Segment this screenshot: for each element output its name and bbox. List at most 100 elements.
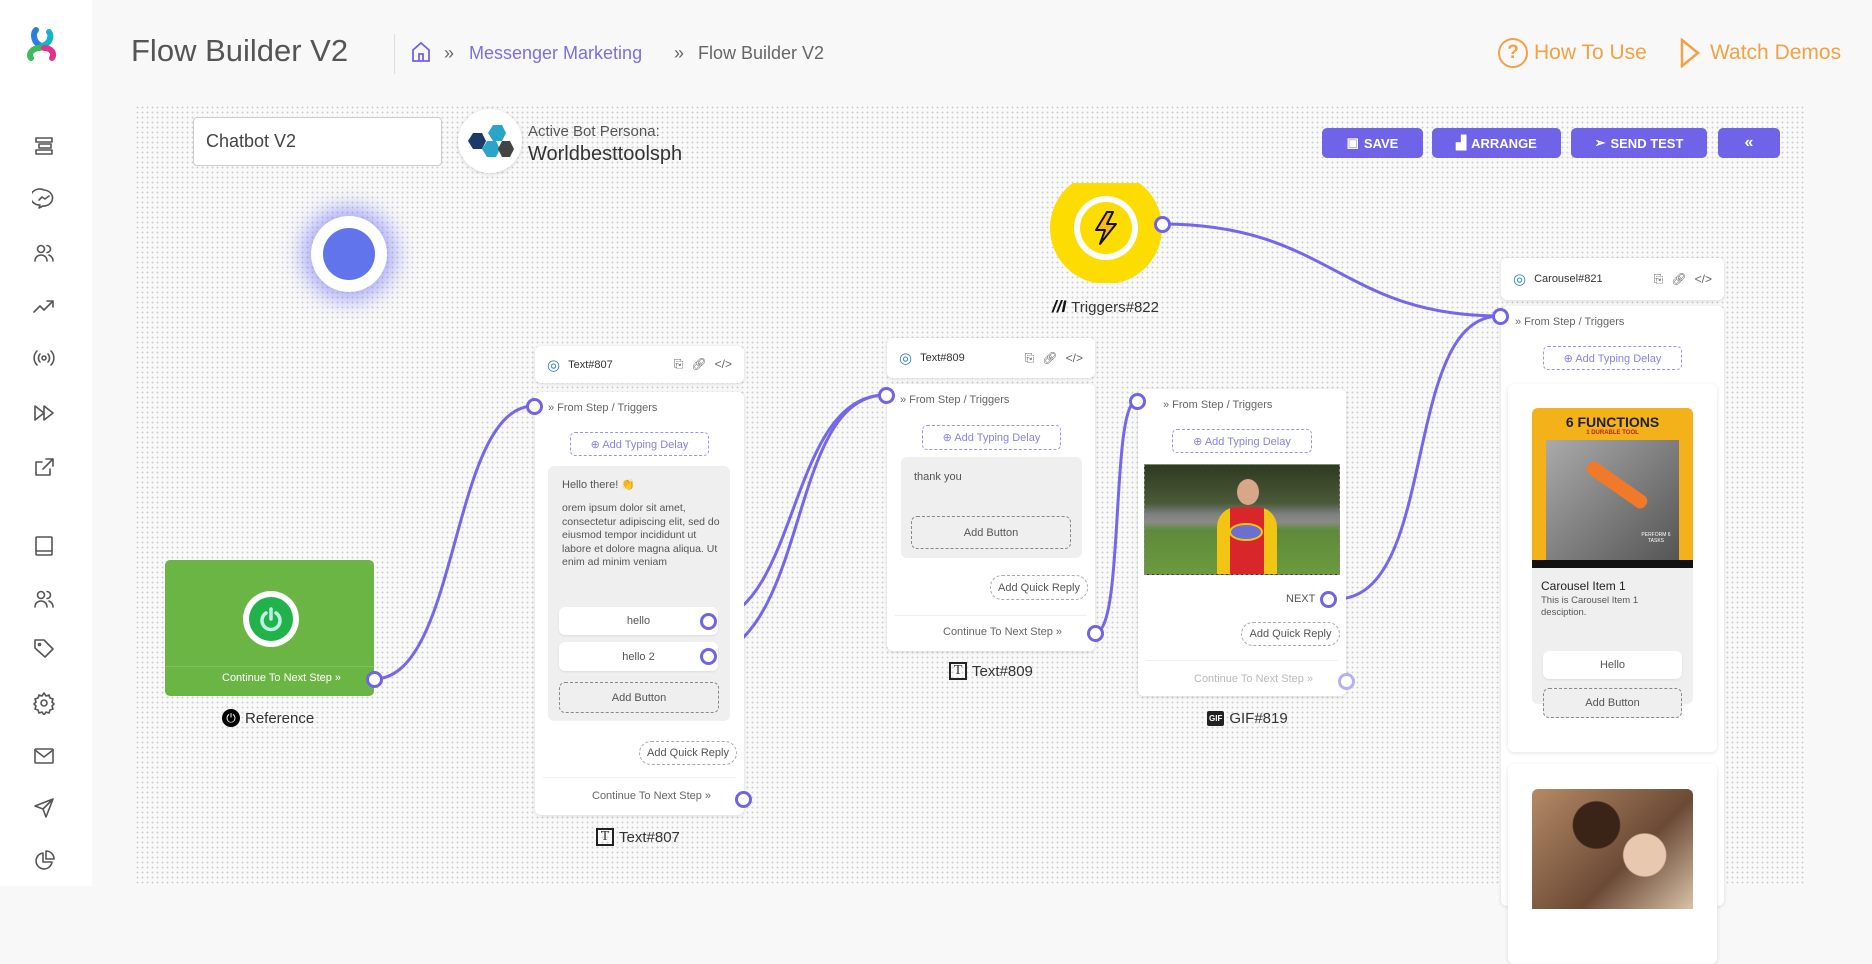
home-icon[interactable] (411, 41, 431, 63)
trigger822-output-connector[interactable] (1154, 216, 1171, 233)
collapse-panel-button[interactable]: « (1718, 128, 1780, 158)
carousel-card-1[interactable]: 6 FUNCTIONS 1 DURABLE TOOL PERFORM 6 TAS… (1508, 384, 1717, 752)
arrange-button[interactable]: ▟ ARRANGE (1432, 128, 1561, 158)
power-icon: ⏻ (222, 709, 240, 727)
reference-node[interactable]: Continue To Next Step » (165, 560, 374, 696)
button-hello-2[interactable]: hello 2 (559, 642, 718, 671)
gif819-output-connector[interactable] (1338, 673, 1355, 690)
save-disk-icon: ▣ (1346, 135, 1359, 150)
subscribers-icon[interactable] (30, 239, 58, 267)
app-logo[interactable] (22, 24, 62, 64)
add-quick-reply-button[interactable]: Add Quick Reply (639, 741, 737, 765)
messenger-icon[interactable] (30, 185, 58, 213)
broadcast-icon[interactable] (30, 344, 58, 372)
add-typing-delay-button[interactable]: ⊕ Add Typing Delay (570, 432, 709, 456)
copy-icon[interactable]: ⎘ (673, 357, 684, 371)
message-bubble[interactable]: Hello there! 👏 orem ipsum dolor sit amet… (548, 466, 730, 721)
breadcrumb-messenger-marketing[interactable]: Messenger Marketing (469, 43, 643, 63)
next-button[interactable]: NEXT (1286, 593, 1316, 605)
persona-label: Active Bot Persona: (528, 123, 660, 140)
gif-type-icon: GIF (1207, 711, 1225, 726)
how-to-use-link[interactable]: ? How To Use (1498, 38, 1647, 68)
reference-output-connector[interactable] (366, 671, 383, 688)
link-icon[interactable]: 🔗︎ (1671, 271, 1687, 286)
text809-output-connector[interactable] (1087, 625, 1104, 642)
code-icon[interactable]: </> (1694, 271, 1712, 286)
carousel-button-hello[interactable]: Hello (1543, 651, 1682, 679)
edge-gif819-next-to-carousel821 (1335, 314, 1501, 601)
messenger-icon: ◎ (899, 350, 913, 367)
power-icon (243, 591, 299, 647)
message-greeting: Hello there! 👏 (562, 479, 636, 491)
text809-node[interactable]: » From Step / Triggers ⊕ Add Typing Dela… (887, 384, 1095, 651)
add-quick-reply-button[interactable]: Add Quick Reply (990, 575, 1088, 600)
add-button[interactable]: Add Button (911, 516, 1071, 549)
breadcrumb-separator: » (674, 43, 685, 63)
sequence-forward-icon[interactable] (30, 399, 58, 427)
email-icon[interactable] (30, 742, 58, 770)
code-icon[interactable]: </> (1065, 350, 1083, 365)
settings-gear-icon[interactable] (30, 689, 58, 717)
tag-icon[interactable] (30, 634, 58, 662)
add-button[interactable]: Add Button (559, 682, 719, 713)
edge-trigger822-to-carousel821 (1161, 222, 1501, 318)
carousel-item-description: This is Carousel Item 1 desciption. (1541, 595, 1639, 618)
link-icon[interactable]: 🔗︎ (1042, 350, 1058, 365)
message-text: thank you (914, 471, 962, 483)
add-typing-delay-button[interactable]: ⊕ Add Typing Delay (1543, 346, 1682, 370)
next-output-connector[interactable] (1320, 591, 1337, 608)
continue-label: Continue To Next Step » (222, 672, 342, 684)
analytics-trend-icon[interactable] (30, 293, 58, 321)
bot-persona-avatar (458, 109, 522, 173)
continue-label: Continue To Next Step » (1194, 673, 1314, 685)
carousel-card-2[interactable] (1508, 764, 1717, 964)
carousel-item[interactable]: 6 FUNCTIONS 1 DURABLE TOOL PERFORM 6 TAS… (1532, 408, 1693, 718)
text807-input-connector[interactable] (526, 398, 543, 415)
text807-header[interactable]: ◎ Text#807 ⎘ 🔗︎ </> (535, 346, 744, 383)
carousel821-input-connector[interactable] (1492, 308, 1509, 325)
flow-name-input[interactable] (193, 117, 442, 166)
carousel821-header[interactable]: ◎ Carousel#821 ⎘ 🔗︎ </> (1501, 258, 1724, 300)
gif819-input-connector[interactable] (1129, 393, 1146, 410)
external-link-icon[interactable] (30, 454, 58, 482)
persona-name: Worldbesttoolsph (528, 143, 683, 165)
text807-output-connector[interactable] (735, 791, 752, 808)
text-type-icon: T (596, 828, 614, 846)
trigger822-node[interactable] (1050, 183, 1162, 283)
send-test-button[interactable]: ➢ SEND TEST (1571, 128, 1707, 158)
link-icon[interactable]: 🔗︎ (691, 357, 707, 371)
team-icon[interactable] (30, 585, 58, 613)
start-node[interactable] (311, 216, 387, 292)
add-quick-reply-button[interactable]: Add Quick Reply (1241, 622, 1340, 646)
gif819-node[interactable]: » From Step / Triggers ⊕ Add Typing Dela… (1138, 389, 1346, 696)
edge-hello2-to-text809 (715, 393, 887, 658)
gif-image[interactable] (1144, 464, 1340, 575)
play-icon (1680, 38, 1700, 68)
hello2-output-connector[interactable] (700, 648, 717, 665)
text809-header[interactable]: ◎ Text#809 ⎘ 🔗︎ </> (887, 338, 1095, 378)
code-icon[interactable]: </> (714, 357, 732, 371)
text807-node[interactable]: » From Step / Triggers ⊕ Add Typing Dela… (535, 392, 744, 815)
copy-icon[interactable]: ⎘ (1653, 271, 1664, 286)
menu-toggle-icon[interactable] (30, 132, 58, 160)
add-typing-delay-button[interactable]: ⊕ Add Typing Delay (922, 425, 1061, 450)
arrange-icon: ▟ (1456, 135, 1467, 150)
add-typing-delay-button[interactable]: ⊕ Add Typing Delay (1172, 429, 1312, 453)
send-icon[interactable] (30, 794, 58, 822)
hello-output-connector[interactable] (700, 613, 717, 630)
continue-label: Continue To Next Step » (943, 626, 1063, 638)
text807-label: T Text#807 (596, 828, 680, 846)
flow-connections (373, 222, 1501, 681)
reports-pie-icon[interactable] (30, 847, 58, 875)
carousel821-node[interactable]: » From Step / Triggers ⊕ Add Typing Dela… (1501, 306, 1724, 964)
page-title: Flow Builder V2 (131, 33, 349, 68)
carousel-item-image (1532, 789, 1693, 909)
watch-demos-link[interactable]: Watch Demos (1680, 38, 1841, 68)
button-hello[interactable]: hello (559, 607, 718, 635)
text809-input-connector[interactable] (878, 387, 895, 404)
book-icon[interactable] (30, 532, 58, 560)
copy-icon[interactable]: ⎘ (1024, 350, 1035, 365)
add-button[interactable]: Add Button (1543, 688, 1682, 718)
message-bubble[interactable]: thank you Add Button (901, 457, 1082, 558)
save-button[interactable]: ▣ SAVE (1322, 128, 1423, 158)
